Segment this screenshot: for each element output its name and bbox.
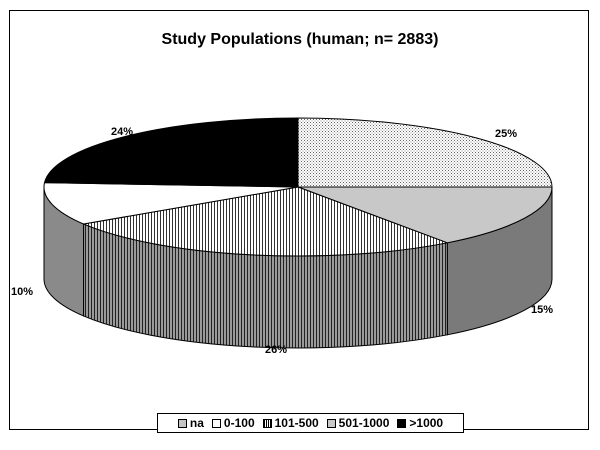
legend-item-na: na [177, 416, 204, 430]
pie-slice-gt-1000 [43, 117, 299, 188]
legend-swatch-501-1000 [326, 418, 336, 428]
pie-slice-501-1000 [297, 186, 553, 244]
chart-legend: na 0-100 101-500 501-1000 >1000 [157, 413, 464, 433]
pie-label-na: 25% [495, 128, 517, 140]
pie-label-0-100: 10% [11, 286, 33, 298]
legend-label-gt-1000: >1000 [409, 416, 444, 430]
legend-swatch-gt-1000 [397, 418, 407, 428]
legend-swatch-101-500 [262, 418, 272, 428]
legend-swatch-na [177, 418, 187, 428]
pie-slice-na [297, 117, 553, 188]
chart-title: Study Populations (human; n= 2883) [162, 31, 439, 48]
chart-area: Study Populations (human; n= 2883) 25% 15… [9, 10, 589, 433]
pie-chart-3d: Study Populations (human; n= 2883) 25% 15… [11, 31, 553, 356]
legend-item-0-100: 0-100 [211, 416, 255, 430]
legend-label-101-500: 101-500 [274, 416, 319, 430]
legend-label-na: na [189, 416, 204, 430]
pie-slice-0-100 [43, 182, 299, 225]
legend-label-0-100: 0-100 [223, 416, 255, 430]
legend-item-gt-1000: >1000 [397, 416, 443, 430]
pie-slice-101-500 [81, 186, 450, 257]
legend-label-501-1000: 501-1000 [338, 416, 390, 430]
legend-item-501-1000: 501-1000 [326, 416, 390, 430]
pie-label-101-500: 26% [265, 344, 287, 356]
legend-item-101-500: 101-500 [262, 416, 319, 430]
pie-label-gt-1000: 24% [111, 126, 133, 138]
legend-swatch-0-100 [211, 418, 221, 428]
pie-label-501-1000: 15% [531, 304, 553, 316]
